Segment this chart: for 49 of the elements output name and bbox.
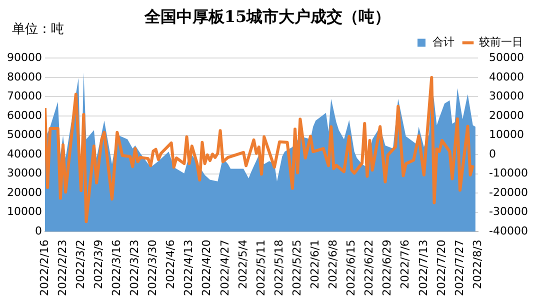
x-tick-label: 2022/3/9 [92, 240, 105, 290]
x-tick-label: 2022/4/27 [218, 240, 232, 296]
y-tick-label: 30000 [6, 166, 42, 180]
x-tick-label: 2022/4/6 [164, 240, 178, 290]
x-tick-label: 2022/4/13 [182, 240, 196, 296]
y2-tick-label: 40000 [489, 70, 524, 84]
x-tick-label: 2022/7/27 [452, 240, 466, 296]
x-tick-label: 2022/5/25 [290, 240, 304, 296]
x-tick-label: 2022/5/11 [254, 240, 268, 296]
x-tick-label: 2022/5/18 [272, 240, 286, 296]
chart-title: 全国中厚板15城市大户成交（吨） [143, 6, 391, 26]
x-tick-label: 2022/3/23 [128, 240, 142, 296]
x-tick-label: 2022/4/20 [200, 240, 214, 296]
y2-tick-label: 0 [489, 147, 496, 160]
x-tick-label: 2022/6/22 [362, 240, 376, 296]
legend-label: 较前一日 [479, 36, 523, 49]
y-tick-label: 80000 [6, 70, 42, 84]
y2-tick-label: -40000 [489, 224, 528, 238]
y-tick-label: 20000 [6, 186, 42, 199]
x-tick-label: 2022/3/2 [74, 240, 87, 290]
x-tick-label: 2022/8/3 [470, 240, 484, 290]
y2-tick-label: -10000 [489, 166, 528, 180]
y2-tick-label: 10000 [489, 128, 524, 142]
x-tick-label: 2022/6/8 [326, 240, 340, 290]
y-tick-label: 90000 [6, 51, 42, 64]
x-tick-label: 2022/6/29 [380, 240, 394, 296]
y2-tick-label: 30000 [489, 90, 524, 103]
y-tick-label: 10000 [6, 205, 42, 218]
y2-tick-label: -30000 [489, 205, 528, 218]
y-tick-label: 70000 [6, 90, 42, 103]
x-tick-label: 2022/7/13 [416, 240, 430, 296]
x-tick-label: 2022/5/4 [236, 240, 250, 290]
y-tick-label: 50000 [6, 128, 42, 142]
y-axis-title: 单位：吨 [12, 21, 64, 38]
y2-tick-label: -20000 [489, 186, 528, 199]
x-tick-label: 2022/2/23 [56, 240, 69, 296]
y-tick-label: 40000 [6, 147, 42, 160]
x-tick-label: 2022/7/6 [398, 240, 412, 290]
x-tick-label: 2022/6/15 [344, 240, 358, 296]
x-tick-label: 2022/6/1 [308, 240, 322, 290]
x-tick-label: 2022/3/30 [146, 240, 160, 296]
y-tick-label: 60000 [6, 108, 42, 122]
x-tick-label: 2022/2/16 [38, 240, 51, 296]
y2-tick-label: 20000 [489, 108, 524, 122]
y-tick-label: 0 [34, 224, 42, 238]
x-tick-label: 2022/7/20 [434, 240, 448, 296]
x-tick-label: 2022/3/16 [110, 240, 124, 296]
y2-tick-label: 50000 [489, 51, 524, 64]
legend-label: 合计 [432, 36, 454, 49]
